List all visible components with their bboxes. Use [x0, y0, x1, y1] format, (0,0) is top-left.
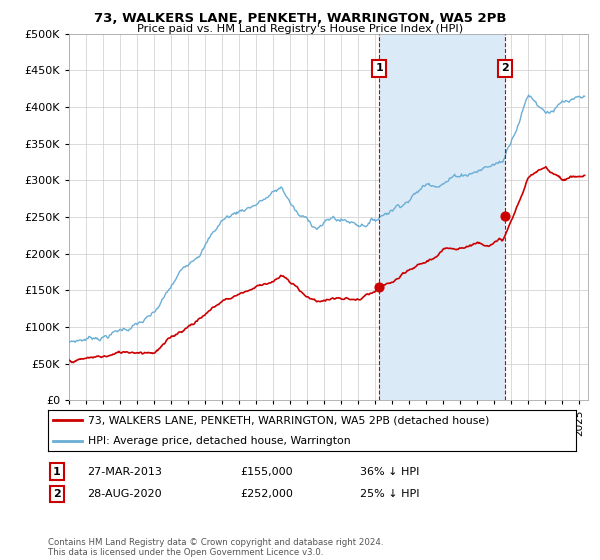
Text: Price paid vs. HM Land Registry's House Price Index (HPI): Price paid vs. HM Land Registry's House … [137, 24, 463, 34]
Text: 2: 2 [53, 489, 61, 499]
Bar [379, 34, 505, 400]
Text: 1: 1 [376, 63, 383, 73]
Text: 25% ↓ HPI: 25% ↓ HPI [360, 489, 419, 499]
Text: 28-AUG-2020: 28-AUG-2020 [87, 489, 161, 499]
Text: Contains HM Land Registry data © Crown copyright and database right 2024.
This d: Contains HM Land Registry data © Crown c… [48, 538, 383, 557]
Text: 1: 1 [53, 466, 61, 477]
Text: 73, WALKERS LANE, PENKETH, WARRINGTON, WA5 2PB: 73, WALKERS LANE, PENKETH, WARRINGTON, W… [94, 12, 506, 25]
Point [500, 211, 510, 220]
Text: 73, WALKERS LANE, PENKETH, WARRINGTON, WA5 2PB (detached house): 73, WALKERS LANE, PENKETH, WARRINGTON, W… [88, 415, 489, 425]
Point [374, 282, 384, 291]
Text: £155,000: £155,000 [240, 466, 293, 477]
Text: £252,000: £252,000 [240, 489, 293, 499]
Text: 2: 2 [502, 63, 509, 73]
Text: 36% ↓ HPI: 36% ↓ HPI [360, 466, 419, 477]
Text: 27-MAR-2013: 27-MAR-2013 [87, 466, 162, 477]
Text: HPI: Average price, detached house, Warrington: HPI: Average price, detached house, Warr… [88, 436, 350, 446]
